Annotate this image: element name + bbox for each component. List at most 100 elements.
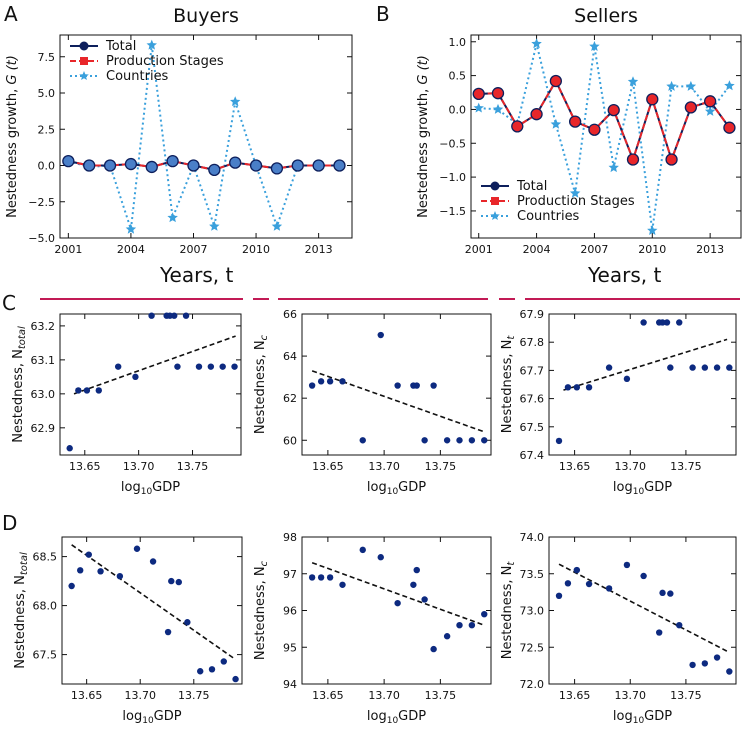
years-label-right: Years, t [587, 263, 661, 287]
series-line-countries [68, 45, 340, 230]
countries-point [569, 187, 581, 198]
total-point [291, 159, 304, 172]
y-axis-label-subscript: c [259, 334, 270, 340]
x-tick-label: 13.70 [368, 460, 400, 473]
fit-line [311, 370, 485, 433]
y-tick-label: 5.0 [38, 87, 56, 100]
plot-frame [61, 536, 243, 685]
y-tick-label: 68.5 [33, 551, 58, 564]
y-axis-label-subscript: total [19, 552, 30, 575]
x-axis-label-rest: GDP [644, 709, 672, 724]
scatter-point [555, 437, 563, 445]
x-axis-label-rest: GDP [398, 709, 426, 724]
legend-label-total: Total [516, 179, 547, 194]
x-axis-label-rest: GDP [152, 480, 180, 495]
scatter-point [207, 363, 215, 370]
countries-point [531, 38, 542, 49]
y-axis-label: Nestedness growth, G (t) [5, 55, 20, 218]
countries-point [209, 220, 220, 231]
x-tick-label: 13.70 [615, 460, 647, 473]
x-tick-label: 13.75 [425, 460, 457, 473]
legend-label-countries: Countries [517, 209, 580, 224]
total-point [684, 101, 698, 114]
scatter-point [421, 596, 428, 603]
plot-frame [548, 536, 737, 685]
panel-letter-b: B [376, 2, 390, 26]
x-axis-label-log: log [613, 709, 633, 724]
x-tick-label: 13.75 [670, 460, 702, 473]
legend-label-total: Total [105, 39, 136, 54]
total-point [270, 162, 284, 175]
countries-point [492, 103, 504, 114]
y-tick-label: 67.5 [520, 421, 545, 434]
y-axis-label-main: Nestedness, N [13, 575, 28, 669]
scatter-point [116, 573, 124, 580]
y-axis-label-main: Nestedness, N [253, 566, 268, 660]
total-point [723, 121, 736, 134]
total-point [588, 123, 601, 136]
scatter-point [456, 622, 463, 629]
y-axis-label: Nestedness, Ntotal [11, 326, 28, 443]
x-axis-label-log: log [367, 709, 387, 724]
scatter-point [555, 592, 563, 599]
x-tick-label: 13.65 [312, 460, 344, 473]
total-point [124, 157, 138, 171]
scatter-point [317, 378, 325, 385]
y-tick-label: 96 [283, 605, 297, 618]
legend-label-production: Production Stages [106, 54, 224, 69]
x-axis-label: log10GDP [121, 480, 180, 497]
chart-panel-d3: 13.65 13.70 13.75 72.0 72.5 73.0 73.5 74.0 Neste… [500, 531, 737, 726]
scatter-point [77, 567, 84, 574]
x-axis-label-subscript: 10 [387, 716, 399, 726]
scatter-point [208, 666, 216, 673]
scatter-point [359, 437, 366, 444]
y-axis-label-main: Nestedness, N [11, 349, 26, 443]
countries-point [167, 212, 178, 223]
x-tick-label: 2004 [117, 243, 145, 256]
y-tick-label: 0.5 [449, 70, 467, 83]
y-tick-label: 73.5 [520, 568, 545, 581]
scatter-point [317, 574, 325, 581]
x-tick-label: 2013 [696, 243, 724, 256]
fit-line [311, 561, 485, 626]
scatter-point [623, 561, 631, 569]
scatter-point [231, 363, 238, 370]
y-tick-label: 63.1 [31, 354, 56, 367]
scatter-point [326, 574, 334, 581]
chart-panel-a: Buyers 2001 2004 2007 2010 2013 −5.0 −2.5 0.0 2.5… [5, 5, 353, 256]
x-tick-label: 2007 [580, 243, 608, 256]
scatter-point [68, 582, 75, 590]
scatter-point [66, 445, 73, 452]
x-axis-label-rest: GDP [154, 709, 182, 724]
total-point [166, 154, 179, 168]
scatter-point [605, 364, 613, 371]
scatter-point [726, 364, 733, 371]
x-tick-label: 13.75 [425, 689, 457, 702]
y-axis-label-main: Nestedness, N [500, 340, 515, 434]
y-tick-label: −1.5 [439, 205, 466, 218]
total-point [187, 159, 200, 172]
x-tick-label: 13.65 [559, 460, 591, 473]
y-tick-label: 67.8 [520, 336, 545, 349]
scatter-point [689, 364, 696, 371]
scatter-point [195, 363, 203, 370]
scatter-point [197, 668, 204, 675]
panel-letter-a: A [4, 2, 18, 26]
scatter-point [171, 312, 178, 319]
countries-point [490, 211, 500, 220]
y-tick-label: −5.0 [28, 232, 55, 245]
scatter-point [175, 578, 182, 586]
scatter-point [75, 387, 82, 394]
y-tick-label: 68.0 [33, 600, 58, 613]
scatter-point [174, 363, 181, 370]
total-point [83, 159, 96, 172]
scatter-point [659, 589, 666, 597]
total-point [491, 87, 505, 100]
fit-line [73, 335, 236, 395]
x-tick-label: 2007 [179, 243, 207, 256]
x-axis-label-rest: GDP [398, 480, 426, 495]
y-tick-label: 74.0 [520, 531, 545, 544]
y-tick-label: 67.4 [520, 449, 545, 462]
